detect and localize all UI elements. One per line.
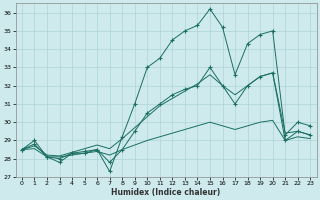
X-axis label: Humidex (Indice chaleur): Humidex (Indice chaleur) <box>111 188 221 197</box>
